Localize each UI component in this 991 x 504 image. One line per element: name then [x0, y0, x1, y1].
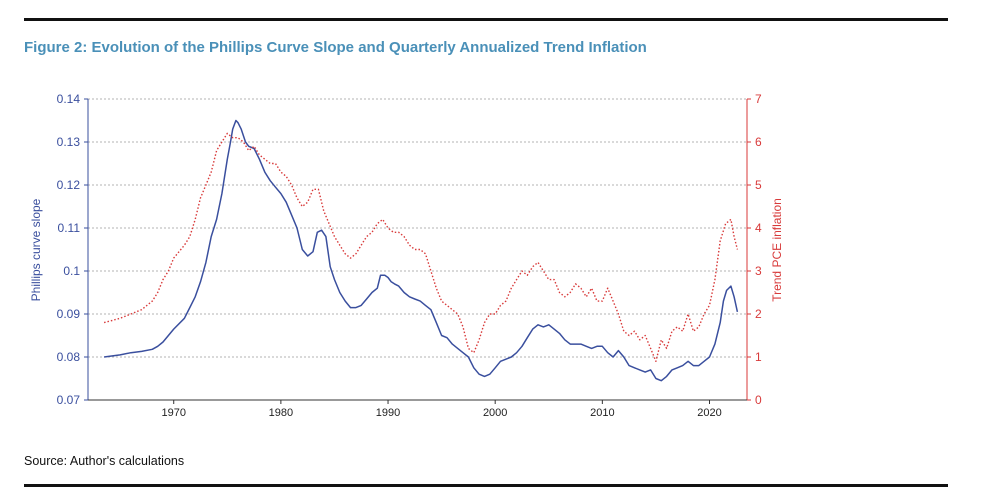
y-tick-label-right: 2: [755, 307, 762, 321]
figure-title: Figure 2: Evolution of the Phillips Curv…: [24, 39, 647, 56]
x-tick-label: 1970: [161, 407, 185, 419]
y-tick-label-right: 4: [755, 221, 762, 235]
gridlines: [88, 98, 747, 358]
y-tick-label-left: 0.1: [63, 264, 80, 278]
x-tick-label: 1980: [269, 407, 293, 419]
y-tick-label-right: 7: [755, 92, 762, 106]
bottom-rule: [24, 484, 948, 487]
y-axis-title-right: Trend PCE inflation: [770, 198, 784, 302]
y-tick-label-left: 0.14: [57, 92, 81, 106]
top-rule: [24, 18, 948, 21]
y-tick-label-left: 0.07: [57, 393, 81, 407]
tick-labels: 0.07 0.08 0.09 0.1 0.11 0.12 0.13 0.14 0 1 2 3 4 5 6 7 1…: [57, 92, 762, 419]
x-tick-label: 2010: [590, 407, 614, 419]
y-tick-label-left: 0.09: [57, 307, 81, 321]
x-tick-label: 2020: [697, 407, 721, 419]
y-tick-label-right: 5: [755, 178, 762, 192]
y-axis-title-left: Phillips curve slope: [29, 198, 43, 301]
y-tick-label-left: 0.11: [58, 221, 81, 235]
y-tick-label-right: 0: [755, 393, 762, 407]
y-tick-label-right: 3: [755, 264, 762, 278]
series-lines: [103, 119, 739, 382]
axes: [84, 98, 751, 404]
y-tick-label-right: 1: [755, 350, 762, 364]
x-tick-label: 2000: [483, 407, 507, 419]
y-tick-label-left: 0.13: [57, 135, 81, 149]
x-tick-label: 1990: [376, 407, 400, 419]
source-note: Source: Author's calculations: [24, 454, 185, 468]
y-tick-label-right: 6: [755, 135, 762, 149]
phillips-slope-line: [104, 119, 739, 382]
trend-inflation-line: [103, 132, 739, 362]
y-tick-label-left: 0.12: [57, 178, 81, 192]
y-tick-label-left: 0.08: [57, 350, 81, 364]
